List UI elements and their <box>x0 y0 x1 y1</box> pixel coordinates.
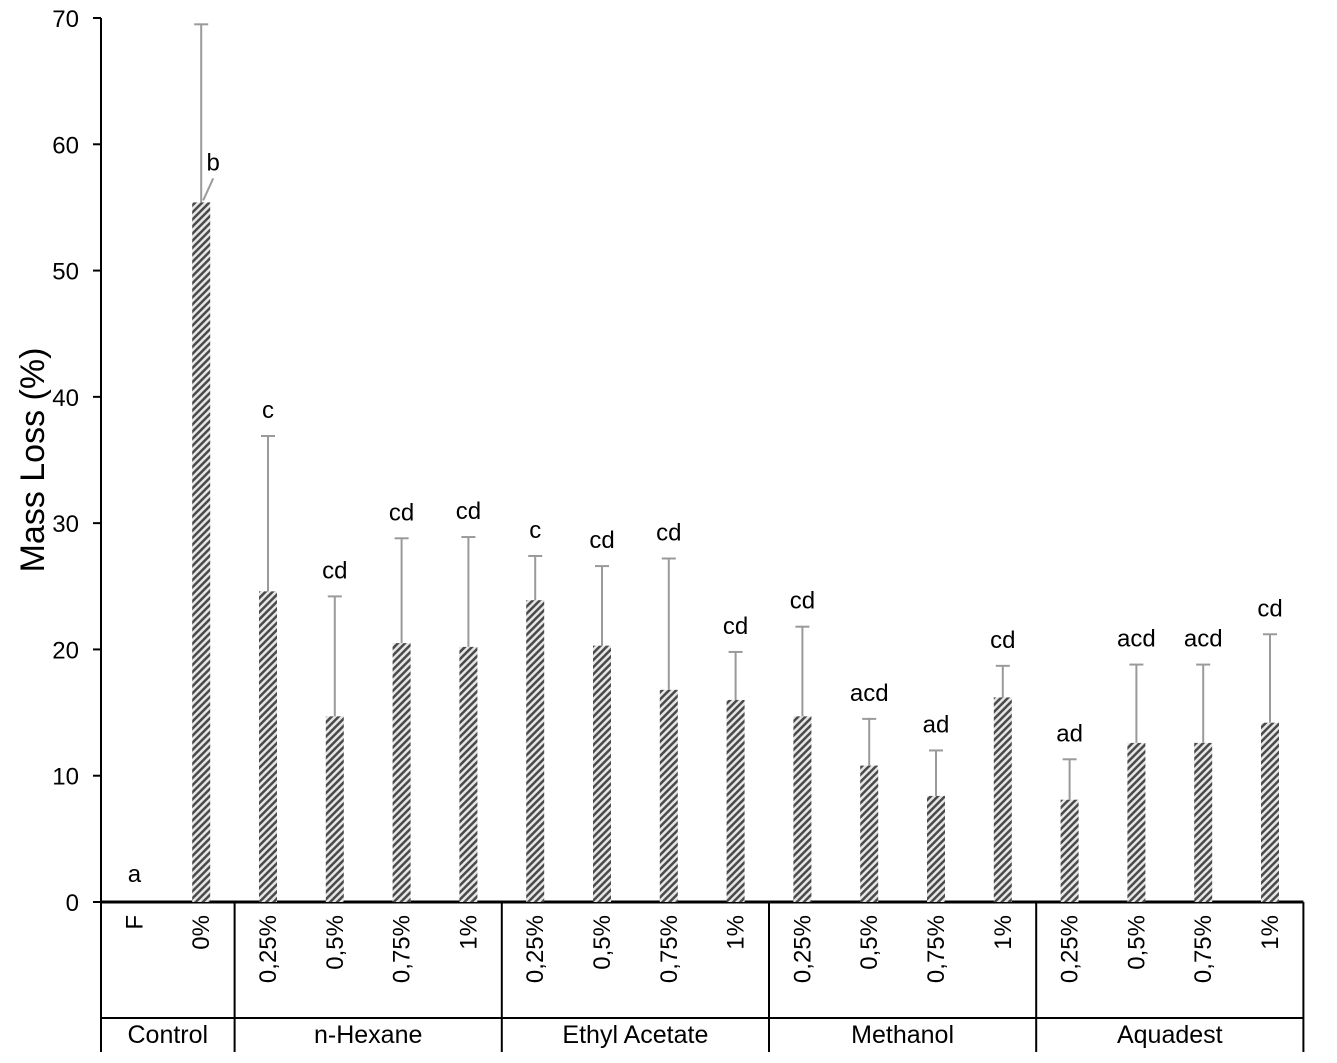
significance-letter: cd <box>589 527 614 554</box>
y-tick-label: 50 <box>52 259 79 286</box>
y-tick-label: 40 <box>52 385 79 412</box>
category-label: 0,25% <box>255 915 282 983</box>
bar <box>993 697 1012 902</box>
significance-letter: cd <box>790 588 815 615</box>
significance-letter: cd <box>322 557 347 584</box>
significance-letter: cd <box>656 520 681 547</box>
significance-letter: c <box>262 397 274 424</box>
bar <box>526 600 545 902</box>
category-label: 1% <box>1257 915 1284 950</box>
significance-letter: acd <box>1184 626 1223 653</box>
bar <box>325 716 344 902</box>
y-tick-label: 0 <box>66 890 79 917</box>
bar <box>459 646 478 902</box>
significance-letter: acd <box>1117 626 1156 653</box>
category-label: 0,75% <box>389 915 416 983</box>
significance-letter: cd <box>990 627 1015 654</box>
bar <box>593 645 611 902</box>
significance-letter: cd <box>456 498 481 525</box>
category-label: 0,75% <box>1190 915 1217 983</box>
bar <box>659 689 678 902</box>
category-label: 0,5% <box>856 915 883 970</box>
bar <box>1261 722 1279 902</box>
significance-letter: cd <box>389 499 414 526</box>
group-label: Aquadest <box>1117 1021 1223 1049</box>
group-label: Methanol <box>851 1021 954 1049</box>
bar <box>259 591 277 902</box>
letter-leader-line <box>202 177 215 201</box>
category-label: 1% <box>455 915 482 950</box>
bar <box>726 699 745 902</box>
significance-letter: ad <box>923 711 950 738</box>
group-label: n-Hexane <box>314 1021 422 1049</box>
category-label: 0% <box>188 915 215 950</box>
significance-letter: c <box>529 517 541 544</box>
category-label: 0,5% <box>322 915 349 970</box>
y-axis-title: Mass Loss (%) <box>14 348 52 573</box>
category-label: 1% <box>723 915 750 950</box>
category-label: 1% <box>990 915 1017 950</box>
bar <box>860 765 879 902</box>
group-label: Ethyl Acetate <box>562 1021 708 1049</box>
significance-letter: acd <box>850 680 889 707</box>
bar <box>392 643 411 902</box>
category-label: 0,75% <box>656 915 683 983</box>
bar <box>793 716 812 902</box>
y-tick-label: 10 <box>52 764 79 791</box>
significance-letter: a <box>128 861 142 888</box>
category-label: 0,25% <box>522 915 549 983</box>
category-label: 0,5% <box>589 915 616 970</box>
significance-letter: cd <box>723 613 748 640</box>
bar <box>1060 799 1079 902</box>
category-label: 0,25% <box>789 915 816 983</box>
significance-letter: b <box>207 149 220 176</box>
significance-letter: ad <box>1056 720 1083 747</box>
category-label: 0,5% <box>1123 915 1150 970</box>
category-label: F <box>121 915 148 930</box>
bar <box>1194 742 1213 902</box>
bar <box>192 202 211 902</box>
significance-letter: cd <box>1257 595 1282 622</box>
bar <box>927 795 945 902</box>
y-tick-label: 30 <box>52 511 79 538</box>
y-tick-label: 20 <box>52 637 79 664</box>
group-label: Control <box>128 1021 209 1049</box>
y-tick-label: 70 <box>52 6 79 33</box>
bar <box>1127 742 1146 902</box>
category-label: 0,75% <box>923 915 950 983</box>
y-tick-label: 60 <box>52 132 79 159</box>
category-label: 0,25% <box>1057 915 1084 983</box>
